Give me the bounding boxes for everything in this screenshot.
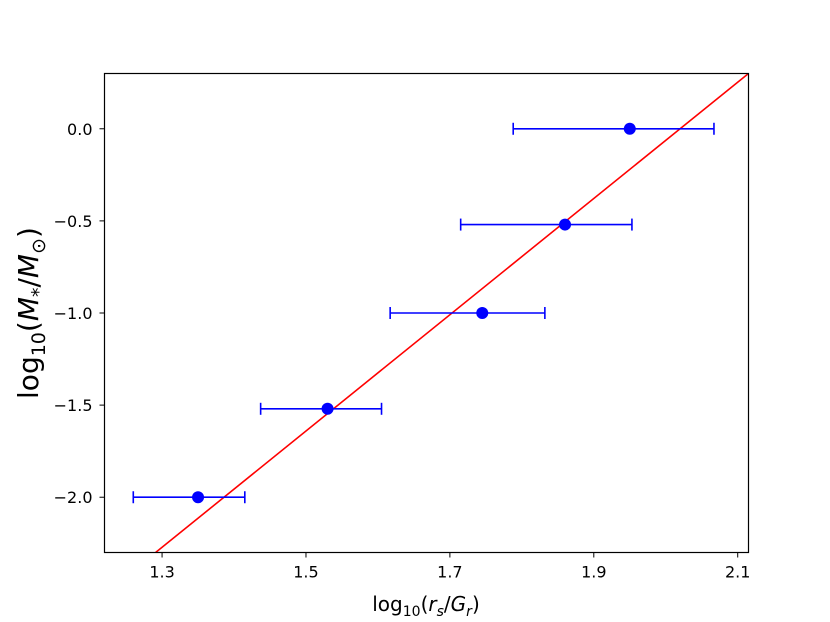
x-axis-label: log10(rs/Gr) — [372, 592, 480, 620]
x-tick-label: 1.7 — [437, 563, 462, 582]
y-axis-ticks: 0.0 −0.5 −1.0 −1.5 −2.0 — [54, 120, 105, 507]
data-point — [623, 122, 636, 135]
x-tick-label: 1.3 — [149, 563, 174, 582]
errorbar-layer — [132, 122, 715, 504]
point-layer — [192, 122, 636, 504]
y-axis-label: log10(M*/M⊙) — [12, 227, 50, 399]
x-tick-label: 2.1 — [725, 563, 750, 582]
x-tick-label: 1.5 — [293, 563, 318, 582]
data-point — [559, 218, 572, 231]
data-point — [192, 491, 205, 504]
y-tick-label: −1.0 — [54, 304, 93, 323]
y-tick-label: 0.0 — [67, 120, 92, 139]
y-tick-label: −0.5 — [54, 212, 93, 231]
plot-frame — [103, 72, 750, 554]
x-axis-ticks: 1.3 1.5 1.7 1.9 2.1 — [149, 552, 750, 582]
x-tick-label: 1.9 — [581, 563, 606, 582]
y-tick-label: −1.5 — [54, 396, 93, 415]
data-point — [476, 307, 489, 319]
y-tick-label: −2.0 — [54, 488, 93, 507]
data-point — [321, 402, 334, 415]
